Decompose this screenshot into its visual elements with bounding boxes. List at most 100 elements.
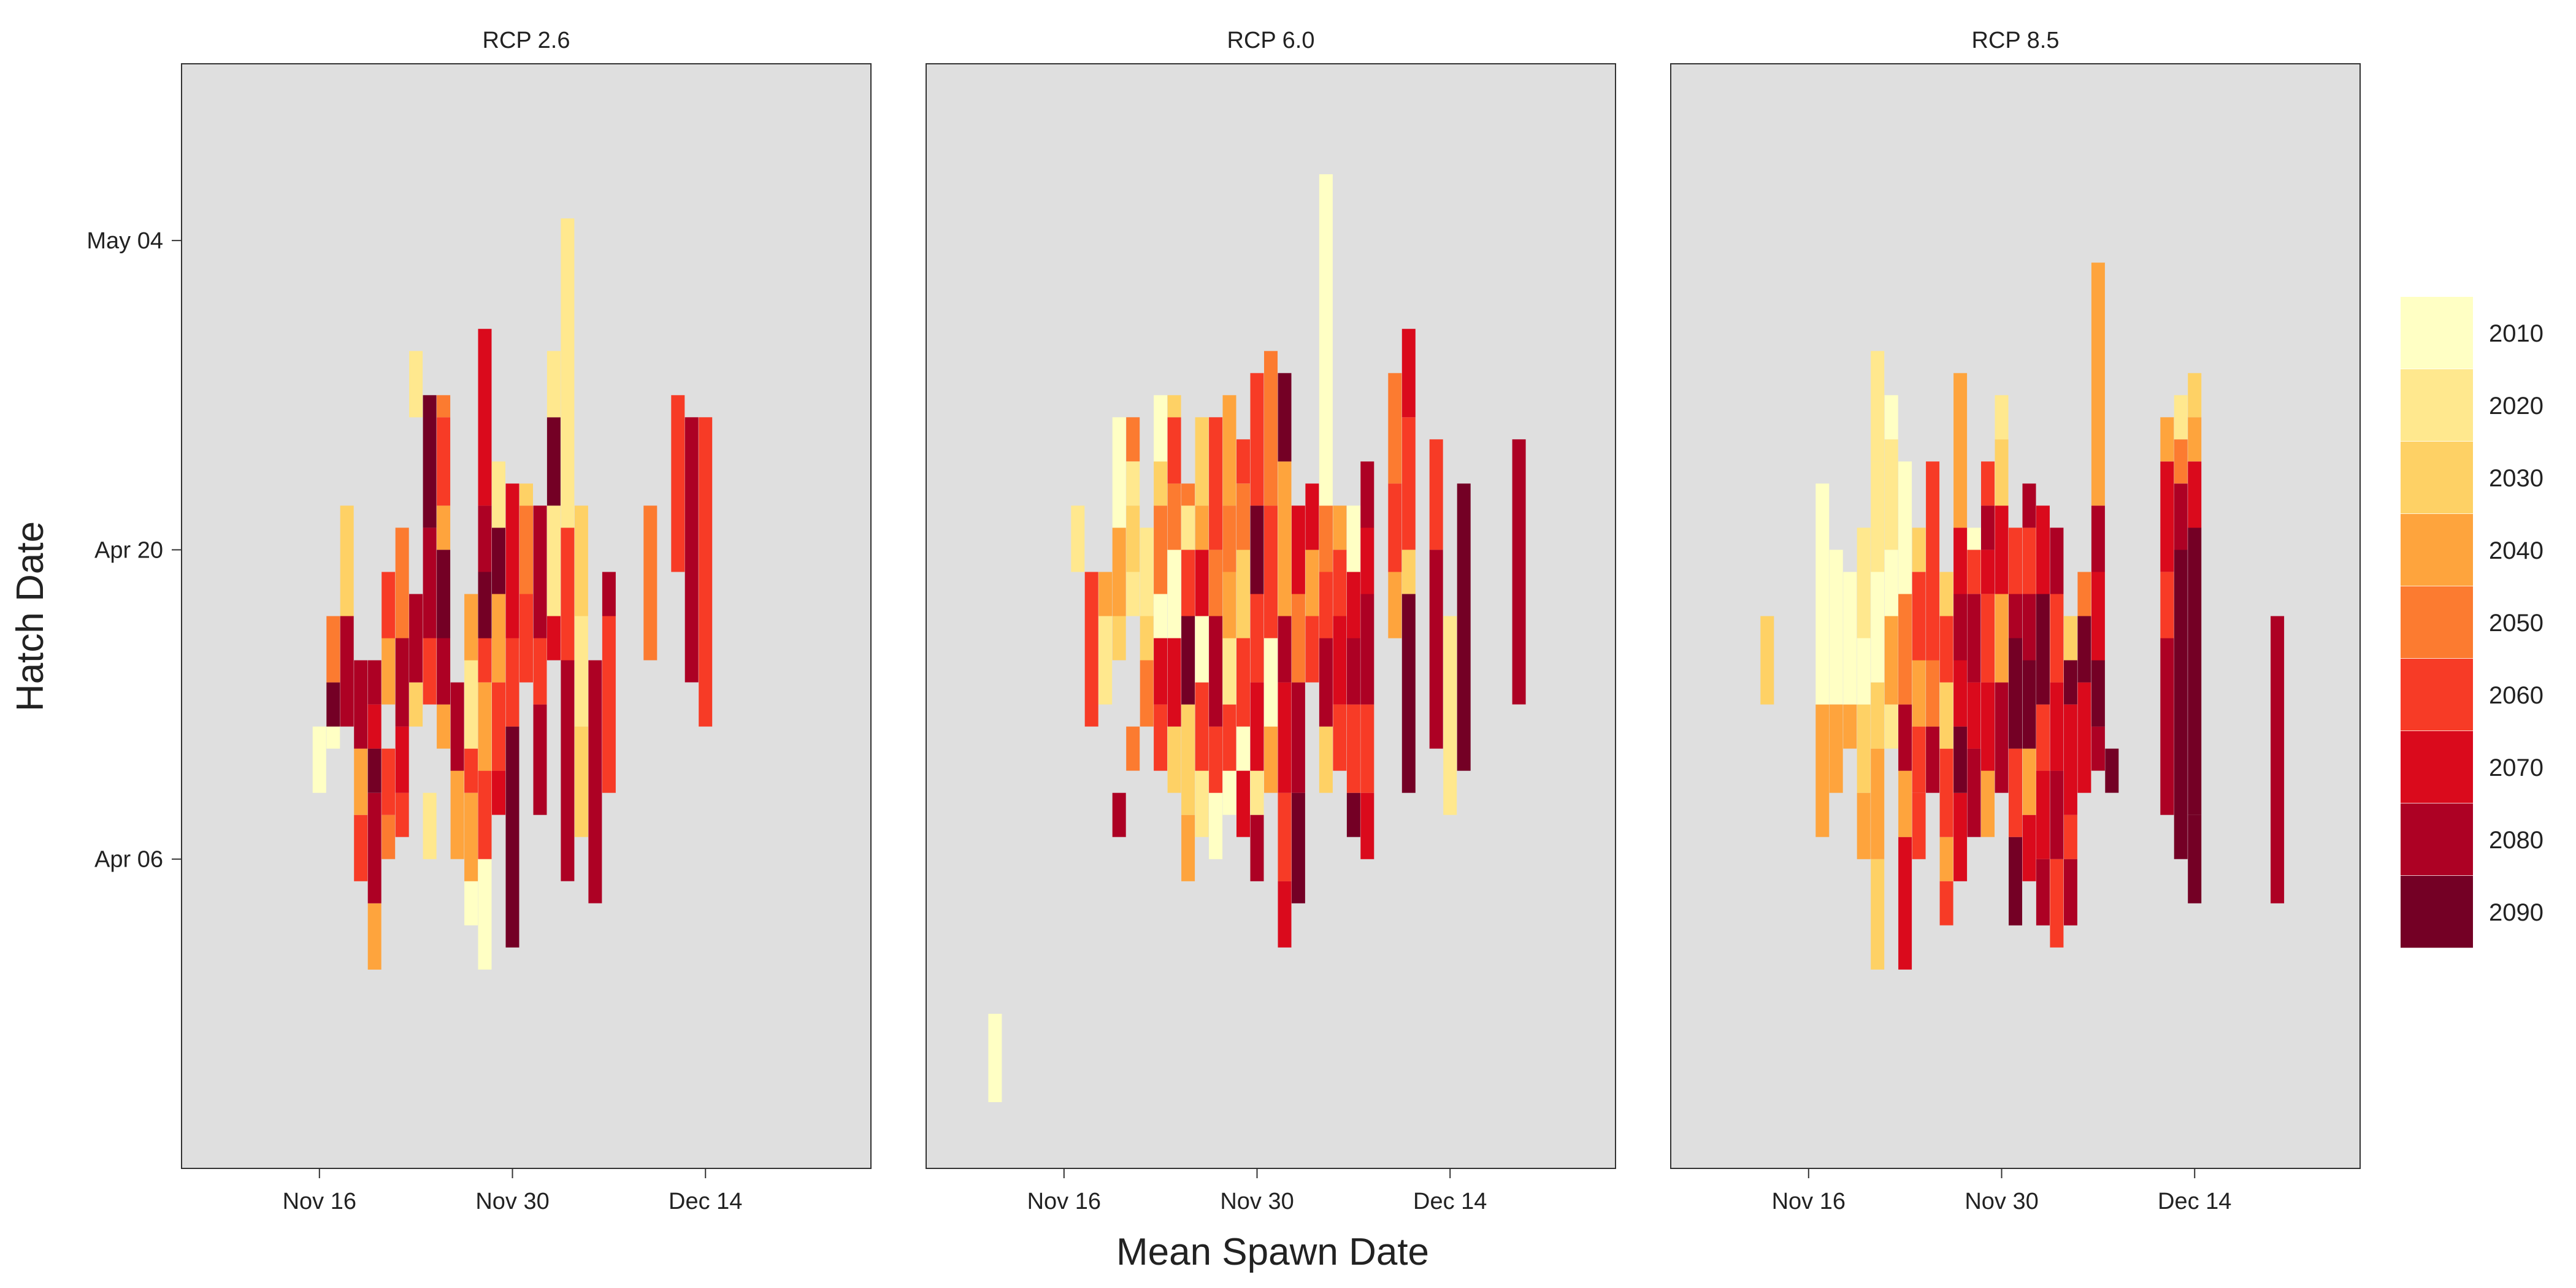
heatmap-cell xyxy=(1071,505,1085,572)
heatmap-cell xyxy=(423,792,437,859)
heatmap-cell xyxy=(1429,550,1443,749)
heatmap-cell xyxy=(1939,881,1953,926)
heatmap-cell xyxy=(1154,638,1168,705)
heatmap-cell xyxy=(533,505,547,638)
heatmap-cell xyxy=(1884,439,1898,550)
heatmap-cell xyxy=(340,616,354,727)
heatmap-cell xyxy=(2050,682,2064,771)
heatmap-cell xyxy=(1981,594,1995,683)
heatmap-cell xyxy=(2174,550,2188,859)
heatmap-cell xyxy=(381,748,396,815)
heatmap-cell xyxy=(1898,461,1912,594)
heatmap-cell xyxy=(1209,726,1223,793)
legend-key-2070 xyxy=(2401,731,2473,803)
heatmap-cell xyxy=(2009,594,2022,638)
heatmap-cell xyxy=(1857,638,1871,705)
heatmap-cell xyxy=(464,660,478,749)
heatmap-cell xyxy=(2022,483,2036,528)
heatmap-cell xyxy=(2271,616,2285,903)
heatmap-cell xyxy=(1209,792,1223,859)
heatmap-cell xyxy=(684,417,699,683)
heatmap-cell xyxy=(1388,483,1402,572)
panel-border xyxy=(181,63,872,1169)
heatmap-cell xyxy=(1278,616,1292,683)
heatmap-cell xyxy=(574,505,588,616)
heatmap-cell xyxy=(1871,351,1885,462)
legend-key-2010 xyxy=(2401,297,2473,369)
heatmap-cell xyxy=(2009,748,2022,837)
panel-3: RCP 8.5 Nov 16 Nov 30 Dec 14 xyxy=(1670,28,2361,1214)
heatmap-cell xyxy=(1154,704,1168,771)
x-tick-label: Dec 14 xyxy=(1413,1189,1487,1214)
heatmap-cell xyxy=(1195,505,1209,550)
heatmap-cell xyxy=(478,329,492,506)
heatmap-cell xyxy=(1098,572,1113,616)
heatmap-cell xyxy=(1898,594,1912,705)
heatmap-cell xyxy=(602,572,616,616)
heatmap-cell xyxy=(367,748,381,793)
x-tick-label: Nov 30 xyxy=(1965,1189,2038,1214)
heatmap-tiles xyxy=(988,174,1526,1102)
heatmap-cell xyxy=(1222,572,1236,638)
heatmap-cell xyxy=(1333,616,1347,705)
heatmap-cell xyxy=(340,505,354,616)
heatmap-cell xyxy=(643,505,657,661)
heatmap-cell xyxy=(2091,263,2105,506)
heatmap-cell xyxy=(1898,770,1912,837)
heatmap-cell xyxy=(505,638,519,727)
heatmap-cell xyxy=(561,527,575,661)
heatmap-cell xyxy=(492,770,505,815)
heatmap-cell xyxy=(588,660,602,903)
heatmap-cell xyxy=(1181,616,1195,705)
heatmap-cell xyxy=(1926,726,1940,793)
heatmap-cell xyxy=(1278,792,1292,881)
heatmap-cell xyxy=(1995,682,2009,793)
heatmap-cell xyxy=(2188,373,2202,418)
heatmap-cell xyxy=(1222,704,1236,771)
heatmap-cell xyxy=(1140,527,1154,616)
heatmap-cell xyxy=(1953,594,1968,661)
heatmap-cell xyxy=(1926,660,1940,727)
heatmap-cell xyxy=(478,682,492,771)
heatmap-cell xyxy=(1953,792,1968,881)
heatmap-cell xyxy=(1981,461,1995,506)
y-tick-label: Apr 06 xyxy=(94,847,163,873)
heatmap-cell xyxy=(478,770,492,859)
heatmap-cell xyxy=(1084,572,1098,727)
heatmap-cell xyxy=(1981,550,1995,594)
heatmap-cell xyxy=(2050,594,2064,683)
x-tick-label: Dec 14 xyxy=(2158,1189,2231,1214)
heatmap-cell xyxy=(1264,638,1278,727)
legend: 2010 2020 2030 2040 2050 2060 2070 2080 2090 xyxy=(2401,297,2543,949)
heatmap-cell xyxy=(437,505,451,550)
legend-key-2090 xyxy=(2401,876,2473,948)
heatmap-cell xyxy=(450,682,464,771)
legend-label-2030: 2030 xyxy=(2489,465,2543,492)
heatmap-cell xyxy=(2009,638,2022,749)
heatmap-cell xyxy=(1250,594,1264,683)
heatmap-cell xyxy=(437,417,451,506)
heatmap-cell xyxy=(1967,527,1981,550)
heatmap-cell xyxy=(478,859,492,970)
heatmap-cell xyxy=(1112,527,1126,616)
heatmap-cell xyxy=(2063,660,2077,705)
panel-title: RCP 8.5 xyxy=(1972,28,2060,53)
panel-title: RCP 2.6 xyxy=(483,28,570,53)
heatmap-cell xyxy=(478,572,492,638)
heatmap-cell xyxy=(1126,572,1140,616)
heatmap-cell xyxy=(1264,351,1278,506)
heatmap-cell xyxy=(1967,594,1981,683)
heatmap-cell xyxy=(699,417,713,727)
heatmap-cell xyxy=(2036,594,2050,705)
heatmap-cell xyxy=(1195,550,1209,616)
heatmap-cell xyxy=(1181,550,1195,616)
heatmap-tiles xyxy=(1760,263,2285,970)
heatmap-cell xyxy=(1250,373,1264,506)
heatmap-cell xyxy=(1443,616,1457,815)
heatmap-cell xyxy=(1898,837,1912,970)
heatmap-cell xyxy=(1884,395,1898,440)
heatmap-cell xyxy=(1512,439,1526,705)
legend-key-2060 xyxy=(2401,659,2473,731)
heatmap-cell xyxy=(437,395,451,418)
heatmap-cell xyxy=(1884,704,1898,749)
